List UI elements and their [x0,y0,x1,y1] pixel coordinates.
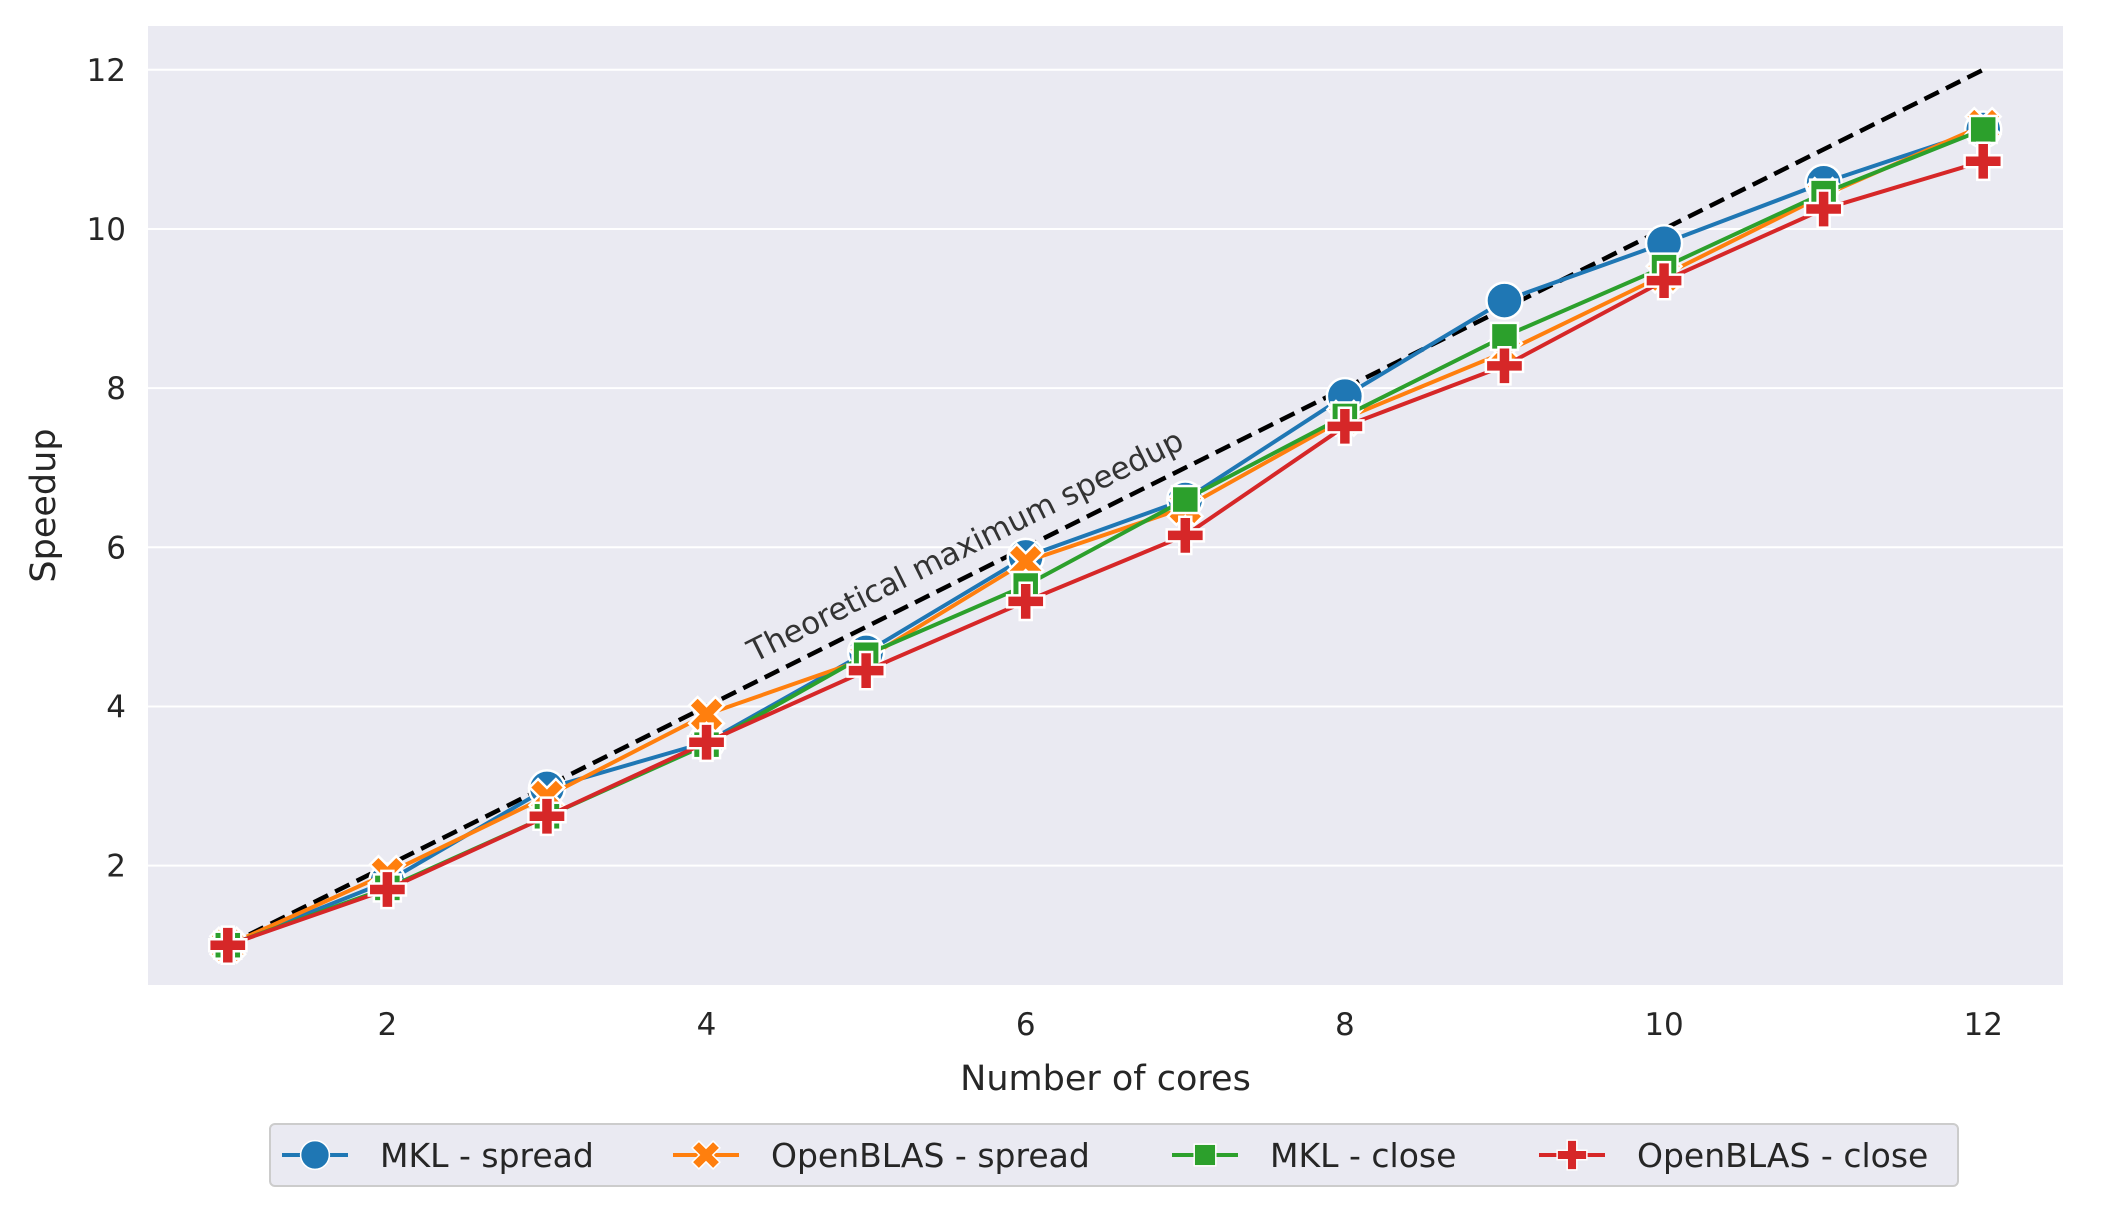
marker-shape [846,650,886,691]
series-marker [1484,345,1525,386]
marker-shape [1005,581,1046,622]
series-marker [367,869,408,910]
plot-area [148,26,2063,985]
marker-shape [1489,321,1520,352]
series-marker [1170,484,1201,515]
marker-shape [1968,114,1998,145]
series-marker [1165,515,1206,556]
legend: MKL - spread OpenBLAS - spread MKL - close… [269,1123,1959,1187]
series-marker [299,1139,331,1171]
series-marker [1485,281,1524,320]
legend-entry: OpenBLAS - close [1539,1136,1928,1175]
marker-shape [1963,141,2004,182]
series-marker [1005,581,1046,622]
series-marker [1644,260,1684,301]
x-tick-label: 10 [1644,1007,1683,1043]
reference-line-group [226,67,1985,948]
marker-shape [1484,345,1525,386]
series-group [207,106,2004,966]
marker-shape [367,869,408,910]
legend-label: OpenBLAS - close [1637,1136,1928,1175]
marker-shape [207,925,248,966]
series-marker [1968,114,1998,145]
series-marker [686,722,727,763]
legend-label: OpenBLAS - spread [771,1136,1090,1175]
series-marker [1193,1143,1217,1167]
marker-shape [1193,1143,1217,1167]
y-tick-label: 2 [106,849,126,885]
marker-shape [1485,281,1524,320]
legend-label: MKL - spread [380,1136,594,1175]
x-tick-label: 4 [697,1007,717,1043]
marker-shape [299,1139,331,1171]
series-marker [691,1140,721,1170]
series-marker [1803,189,1844,229]
x-axis-title: Number of cores [960,1059,1251,1099]
marker-shape [1556,1139,1588,1171]
x-tick-label: 6 [1016,1007,1036,1043]
marker-shape [1165,515,1206,556]
y-tick-label: 12 [87,53,126,89]
legend-entry: MKL - spread [282,1136,594,1175]
y-tick-label: 8 [106,371,126,407]
x-tick-label: 8 [1335,1007,1355,1043]
series-marker [1556,1139,1588,1171]
y-tick-label: 6 [106,530,126,566]
y-tick-label: 10 [87,212,126,248]
reference-line [226,67,1985,948]
series-marker [1325,406,1365,447]
y-tick-label: 4 [106,689,126,725]
series-openblas-close [207,141,2004,966]
series-line [226,123,1985,948]
axis-labels: 2 4 6 8 10 12 2 4 6 8 10 12 [87,53,2003,1043]
series-line [227,127,1984,948]
series-marker [1489,321,1520,352]
legend-entry: MKL - close [1172,1136,1456,1175]
legend-box [269,1123,1959,1187]
gridlines [148,68,2063,867]
series-line [227,159,1984,948]
series-marker [527,796,567,837]
series-marker [1963,141,2004,182]
legend-entry: OpenBLAS - spread [673,1136,1090,1175]
series-marker [846,650,886,691]
marker-shape [686,722,727,763]
marker-shape [1170,484,1201,515]
marker-shape [1644,260,1684,301]
x-tick-label: 12 [1963,1007,2002,1043]
legend-label: MKL - close [1270,1136,1456,1175]
marker-shape [1803,189,1844,229]
marker-shape [691,1140,721,1170]
marker-shape [527,796,567,837]
y-axis-title: Speedup [24,428,64,582]
marker-shape [1325,406,1365,447]
series-marker [207,925,248,966]
x-tick-label: 2 [378,1007,398,1043]
